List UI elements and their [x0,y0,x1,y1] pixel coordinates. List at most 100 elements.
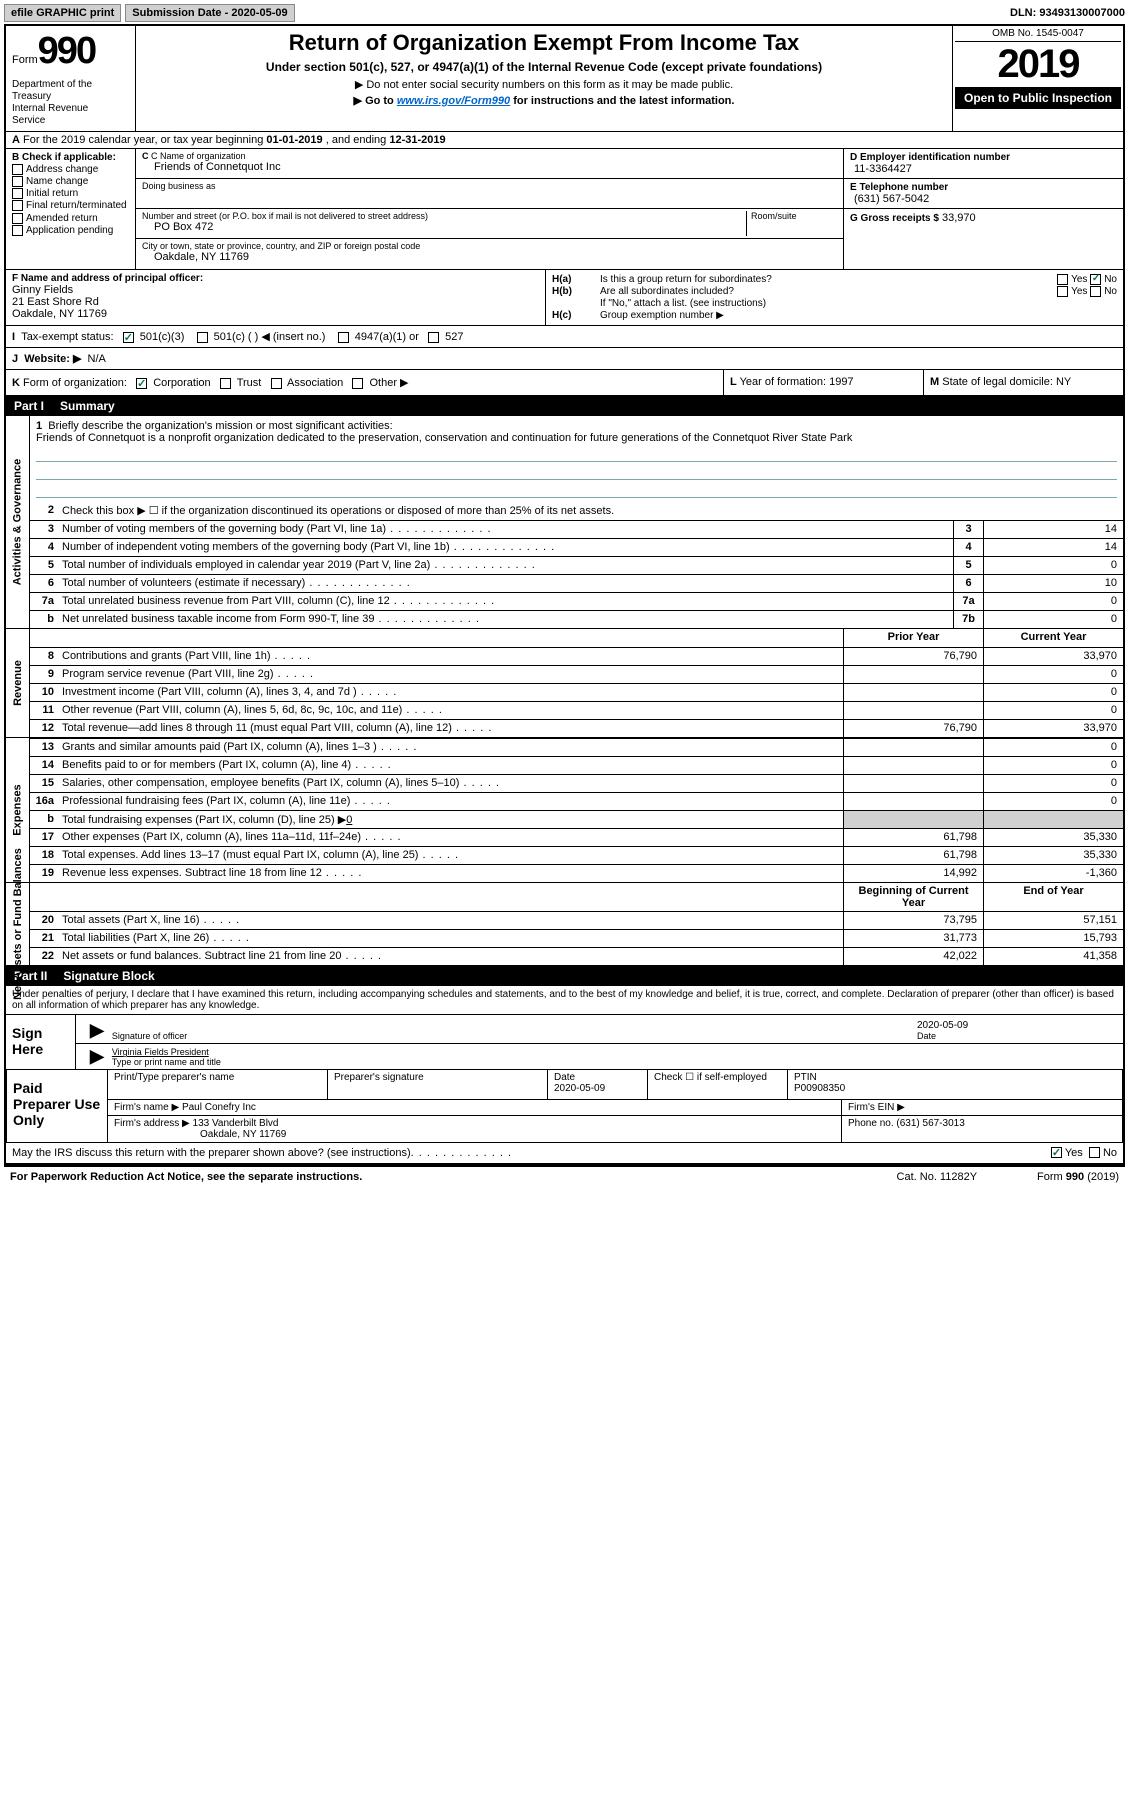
table-row: 20 Total assets (Part X, line 16) 73,795… [30,911,1123,929]
table-row: 8 Contributions and grants (Part VIII, l… [30,647,1123,665]
dln: DLN: 93493130007000 [1010,7,1125,19]
checkbox-assoc[interactable] [271,378,282,389]
form-990: Form990 Department of theTreasuryInterna… [4,24,1125,1167]
table-row: 3 Number of voting members of the govern… [30,520,1123,538]
vert-revenue: Revenue [6,629,30,737]
section-h: H(a) Is this a group return for subordin… [546,270,1123,325]
preparer-name[interactable]: Print/Type preparer's name [108,1070,328,1099]
table-row: 13 Grants and similar amounts paid (Part… [30,738,1123,756]
vert-netassets: Net Assets or Fund Balances [6,883,30,965]
col-prior-year: Prior Year [843,629,983,647]
part1-header: Part I Summary [6,396,1123,416]
preparer-ptin: PTINP00908350 [788,1070,1122,1099]
table-row: 9 Program service revenue (Part VIII, li… [30,665,1123,683]
address-row: Number and street (or P.O. box if mail i… [136,209,843,239]
sig-officer-field[interactable]: Signature of officer [112,1017,917,1041]
table-row: 7a Total unrelated business revenue from… [30,592,1123,610]
table-row: 22 Net assets or fund balances. Subtract… [30,947,1123,965]
checkbox-527[interactable] [428,332,439,343]
table-row: b Net unrelated business taxable income … [30,610,1123,628]
tax-year: 2019 [955,42,1121,87]
dba-row: Doing business as [136,179,843,209]
firm-phone: Phone no. (631) 567-3013 [842,1116,1122,1142]
org-name-row: C C Name of organization Friends of Conn… [136,149,843,179]
year-box: OMB No. 1545-0047 2019 Open to Public In… [953,26,1123,131]
checkbox-amended[interactable] [12,213,23,224]
table-row: 15 Salaries, other compensation, employe… [30,774,1123,792]
gross-receipts-cell: G Gross receipts $ 33,970 [844,209,1123,239]
preparer-sig[interactable]: Preparer's signature [328,1070,548,1099]
checkbox-group-yes[interactable] [1057,274,1068,285]
section-b-checkboxes: B Check if applicable: Address change Na… [6,149,136,269]
form-title-box: Return of Organization Exempt From Incom… [136,26,953,131]
discuss-row: May the IRS discuss this return with the… [6,1143,1123,1165]
table-row: 16a Professional fundraising fees (Part … [30,792,1123,810]
table-row: 12 Total revenue—add lines 8 through 11 … [30,719,1123,737]
table-row: 21 Total liabilities (Part X, line 26) 3… [30,929,1123,947]
firm-name: Firm's name ▶ Paul Conefry Inc [108,1100,842,1115]
form-note-ssn: ▶ Do not enter social security numbers o… [144,78,944,91]
checkbox-4947[interactable] [338,332,349,343]
dept-treasury: Department of theTreasuryInternal Revenu… [12,79,129,127]
checkbox-name-change[interactable] [12,176,23,187]
city-row: City or town, state or province, country… [136,239,843,269]
row-a-tax-year: A For the 2019 calendar year, or tax yea… [6,132,1123,149]
topbar: efile GRAPHIC print Submission Date - 20… [4,4,1125,22]
checkbox-discuss-no[interactable] [1089,1147,1100,1158]
vert-activities: Activities & Governance [6,416,30,628]
preparer-self-employed[interactable]: Check ☐ if self-employed [648,1070,788,1099]
sig-arrow-icon: ▶ [82,1046,112,1067]
table-row: 4 Number of independent voting members o… [30,538,1123,556]
table-row: 17 Other expenses (Part IX, column (A), … [30,828,1123,846]
firm-ein: Firm's EIN ▶ [842,1100,1122,1115]
penalties-statement: Under penalties of perjury, I declare th… [6,986,1123,1015]
table-row: 18 Total expenses. Add lines 13–17 (must… [30,846,1123,864]
sig-date-field: 2020-05-09 Date [917,1020,1117,1041]
footer-row: For Paperwork Reduction Act Notice, see … [4,1167,1125,1187]
table-row: 11 Other revenue (Part VIII, column (A),… [30,701,1123,719]
checkbox-corp[interactable] [136,378,147,389]
checkbox-501c3[interactable] [123,332,134,343]
state-domicile: M State of legal domicile: NY [923,370,1123,395]
col-end-year: End of Year [983,883,1123,911]
checkbox-501c[interactable] [197,332,208,343]
tax-exempt-status: I Tax-exempt status: 501(c)(3) 501(c) ( … [6,326,1123,348]
submission-date-button[interactable]: Submission Date - 2020-05-09 [125,4,294,22]
principal-officer: F Name and address of principal officer:… [6,270,546,325]
ein-cell: D Employer identification number 11-3364… [844,149,1123,179]
checkbox-trust[interactable] [220,378,231,389]
table-row: 19 Revenue less expenses. Subtract line … [30,864,1123,882]
checkbox-initial-return[interactable] [12,188,23,199]
form-of-org: K Form of organization: Corporation Trus… [6,370,723,395]
open-public: Open to Public Inspection [955,87,1121,109]
form-link: ▶ Go to www.irs.gov/Form990 for instruct… [144,94,944,107]
checkbox-other[interactable] [352,378,363,389]
checkbox-pending[interactable] [12,225,23,236]
year-formation: L Year of formation: 1997 [723,370,923,395]
table-row: 6 Total number of volunteers (estimate i… [30,574,1123,592]
table-row: 14 Benefits paid to or for members (Part… [30,756,1123,774]
checkbox-subs-yes[interactable] [1057,286,1068,297]
phone-cell: E Telephone number (631) 567-5042 [844,179,1123,209]
checkbox-discuss-yes[interactable] [1051,1147,1062,1158]
checkbox-subs-no[interactable] [1090,286,1101,297]
efile-button[interactable]: efile GRAPHIC print [4,4,121,22]
form-number-box: Form990 Department of theTreasuryInterna… [6,26,136,131]
form-subtitle: Under section 501(c), 527, or 4947(a)(1)… [144,60,944,74]
website-row: J Website: ▶ N/A [6,348,1123,369]
preparer-date: Date2020-05-09 [548,1070,648,1099]
part2-header: Part II Signature Block [6,966,1123,986]
preparer-block: Paid Preparer Use Only Print/Type prepar… [6,1070,1123,1143]
checkbox-address-change[interactable] [12,164,23,175]
col-begin-year: Beginning of Current Year [843,883,983,911]
form-title: Return of Organization Exempt From Incom… [144,30,944,56]
irs-link[interactable]: www.irs.gov/Form990 [397,95,510,107]
sig-name-title: Virginia Fields President Type or print … [112,1047,1117,1067]
checkbox-final-return[interactable] [12,200,23,211]
col-current-year: Current Year [983,629,1123,647]
checkbox-group-no[interactable] [1090,274,1101,285]
table-row: 10 Investment income (Part VIII, column … [30,683,1123,701]
firm-address: Firm's address ▶ 133 Vanderbilt Blvd Oak… [108,1116,842,1142]
sig-arrow-icon: ▶ [82,1020,112,1041]
sign-here-block: Sign Here ▶ Signature of officer 2020-05… [6,1015,1123,1070]
